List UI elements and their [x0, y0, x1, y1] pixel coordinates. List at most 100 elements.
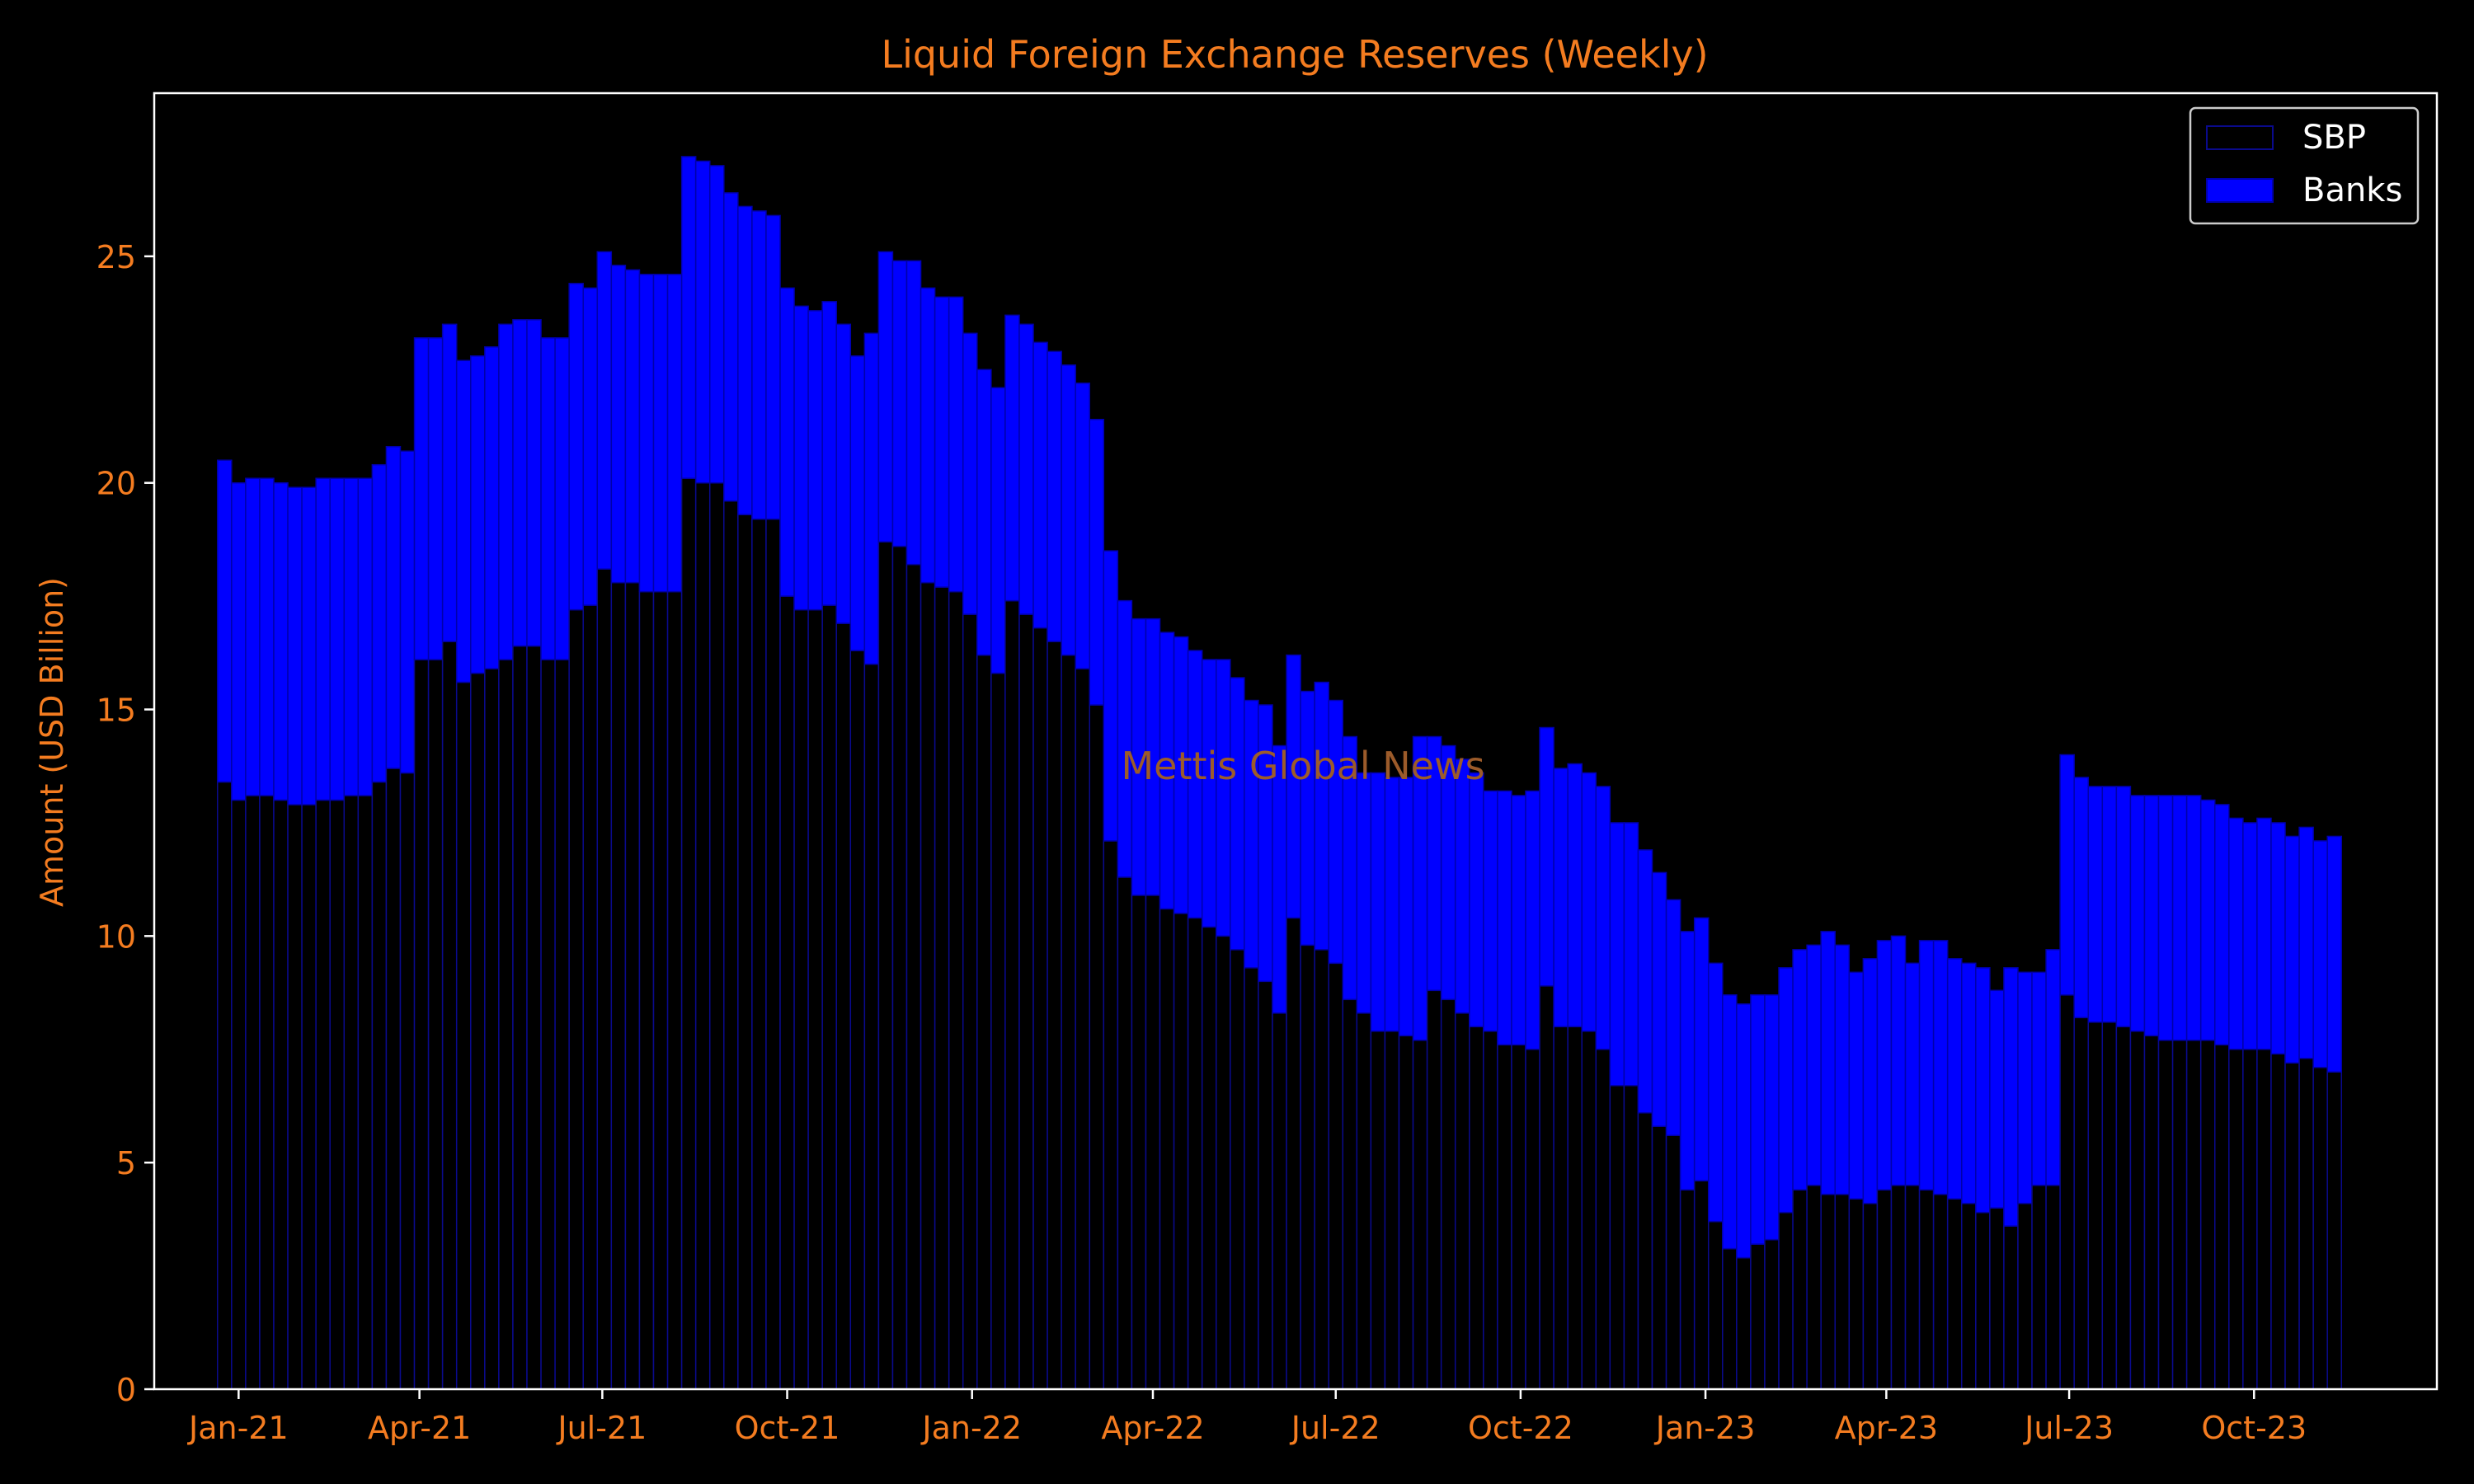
- bar-banks: [526, 319, 542, 647]
- bar-banks: [568, 283, 584, 611]
- bar-banks: [1623, 822, 1639, 1087]
- bar-sbp: [455, 681, 472, 1390]
- bar-banks: [1553, 768, 1569, 1028]
- bar-sbp: [2242, 1049, 2258, 1390]
- bar-banks: [962, 332, 978, 615]
- bar-sbp: [1412, 1040, 1428, 1390]
- bar-sbp: [329, 799, 346, 1390]
- bar-banks: [723, 192, 739, 502]
- bar-banks: [1230, 677, 1245, 951]
- x-tick-label: Apr-23: [1835, 1410, 1938, 1446]
- bar-banks: [1454, 758, 1470, 1014]
- bar-sbp: [2101, 1021, 2118, 1390]
- bar-sbp: [751, 518, 767, 1390]
- bar-banks: [2214, 804, 2230, 1046]
- bar-banks: [259, 477, 275, 796]
- bar-sbp: [245, 795, 261, 1390]
- bar-banks: [1567, 763, 1583, 1028]
- bar-sbp: [2256, 1049, 2272, 1390]
- bar-banks: [1946, 958, 1963, 1200]
- bar-banks: [2270, 822, 2286, 1055]
- bar-banks: [1722, 994, 1738, 1250]
- bar-banks: [708, 165, 725, 484]
- bar-sbp: [2270, 1053, 2286, 1390]
- bar-sbp: [1314, 949, 1329, 1390]
- bar-banks: [1932, 940, 1949, 1195]
- bar-banks: [1862, 958, 1879, 1205]
- bar-banks: [231, 481, 247, 801]
- y-tick-label: 5: [116, 1145, 136, 1181]
- bar-banks: [638, 274, 655, 593]
- bar-sbp: [877, 541, 894, 1390]
- bar-banks: [2101, 786, 2118, 1023]
- bar-banks: [301, 486, 317, 805]
- bar-sbp: [1989, 1207, 2005, 1390]
- bar-sbp: [1932, 1193, 1949, 1390]
- bar-sbp: [1047, 641, 1062, 1390]
- bar-banks: [1539, 726, 1554, 987]
- bar-banks: [934, 296, 950, 588]
- bar-sbp: [666, 590, 683, 1390]
- bar-banks: [1707, 962, 1724, 1223]
- bar-banks: [1497, 790, 1512, 1046]
- bar-sbp: [1230, 949, 1245, 1390]
- bar-banks: [371, 463, 388, 783]
- x-tick-label: Jul-23: [2023, 1410, 2114, 1446]
- bar-banks: [343, 477, 360, 796]
- x-tick-label: Jan-22: [920, 1410, 1022, 1446]
- legend-swatch-sbp: [2206, 125, 2274, 150]
- bar-sbp: [680, 477, 697, 1390]
- bar-banks: [948, 296, 964, 593]
- bar-sbp: [1469, 1026, 1484, 1390]
- bar-sbp: [1286, 917, 1301, 1390]
- bar-banks: [1736, 1003, 1752, 1259]
- bar-sbp: [1890, 1184, 1907, 1390]
- bar-sbp: [708, 481, 725, 1390]
- bar-sbp: [624, 581, 641, 1390]
- bar-banks: [905, 260, 922, 566]
- bar-banks: [427, 337, 444, 660]
- bar-banks: [990, 387, 1006, 674]
- legend-label-sbp: SBP: [2302, 119, 2366, 157]
- bar-banks: [1637, 849, 1653, 1114]
- bar-banks: [329, 477, 346, 801]
- bar-sbp: [1918, 1189, 1935, 1390]
- bar-banks: [1679, 931, 1696, 1190]
- bar-banks: [1581, 772, 1597, 1032]
- bar-sbp: [891, 545, 908, 1390]
- bar-sbp: [2185, 1040, 2202, 1390]
- bar-banks: [751, 210, 767, 520]
- bar-sbp: [273, 799, 289, 1390]
- bar-sbp: [512, 645, 528, 1390]
- x-tick-label: Jan-23: [1654, 1410, 1756, 1446]
- bar-banks: [694, 160, 711, 484]
- bar-banks: [1018, 323, 1034, 615]
- bar-banks: [1032, 341, 1048, 629]
- bar-sbp: [2284, 1062, 2300, 1390]
- bar-banks: [1778, 967, 1794, 1214]
- bar-sbp: [1131, 895, 1147, 1390]
- bar-sbp: [2087, 1021, 2104, 1390]
- bar-banks: [1890, 935, 1907, 1186]
- bar-banks: [2143, 795, 2160, 1037]
- bar-sbp: [2003, 1225, 2019, 1390]
- bar-banks: [2312, 840, 2328, 1068]
- bar-sbp: [1567, 1026, 1583, 1390]
- bar-banks: [2003, 967, 2019, 1227]
- bar-banks: [413, 337, 430, 660]
- bar-banks: [1525, 790, 1540, 1050]
- bar-banks: [849, 355, 866, 651]
- bar-sbp: [1539, 985, 1554, 1390]
- bar-banks: [1918, 940, 1935, 1190]
- bar-sbp: [399, 772, 416, 1390]
- bar-sbp: [1004, 599, 1020, 1390]
- watermark: Mettis Global News: [1121, 744, 1484, 788]
- y-tick-label: 25: [96, 239, 136, 275]
- bar-sbp: [1201, 926, 1217, 1390]
- bar-banks: [1904, 962, 1921, 1186]
- bar-sbp: [1750, 1243, 1766, 1390]
- bar-sbp: [1525, 1049, 1540, 1390]
- bar-sbp: [1960, 1202, 1977, 1390]
- bar-sbp: [1342, 998, 1358, 1390]
- bar-banks: [1075, 383, 1090, 669]
